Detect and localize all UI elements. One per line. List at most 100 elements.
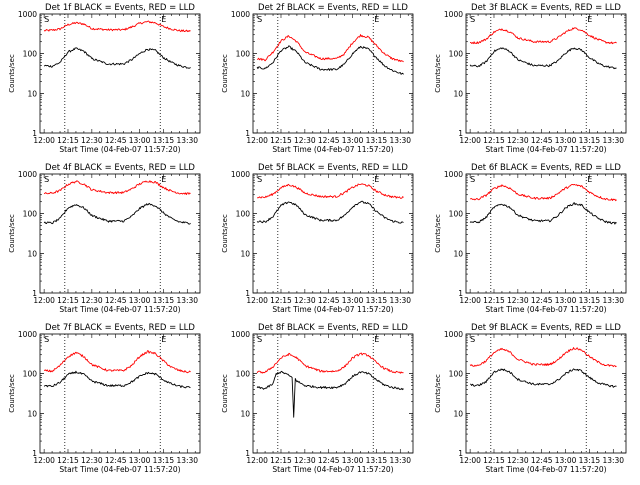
- y-tick-label: 100: [449, 370, 464, 379]
- y-tick-label: 1000: [18, 330, 37, 339]
- plot-frame: [465, 173, 627, 294]
- y-tick-label: 1: [245, 449, 250, 458]
- x-axis-label: Start Time (04-Feb-07 11:57:20): [485, 145, 606, 154]
- y-tick-label: 10: [453, 409, 463, 418]
- y-tick-label: 1: [458, 129, 463, 138]
- x-tick-label: 12:45: [531, 296, 553, 305]
- x-tick-label: 12:45: [531, 136, 553, 145]
- x-tick-label: 12:45: [105, 136, 127, 145]
- series-events-line: [256, 45, 404, 75]
- x-tick-label: 12:15: [270, 456, 292, 465]
- x-tick-label: 12:00: [33, 456, 55, 465]
- x-tick-label: 13:30: [602, 136, 624, 145]
- chart-panel-4: Det 4f BLACK = Events, RED = LLD 1 10 100 10…: [8, 163, 201, 314]
- y-tick-label: 10: [240, 409, 250, 418]
- y-tick-label: 100: [449, 210, 464, 219]
- x-tick-label: 12:45: [318, 456, 340, 465]
- series-events-line: [43, 47, 191, 69]
- x-axis-label: Start Time (04-Feb-07 11:57:20): [272, 305, 393, 314]
- plot-frame: [39, 333, 201, 454]
- y-tick-label: 10: [240, 249, 250, 258]
- y-axis-label: Counts/sec: [221, 374, 229, 413]
- y-tick-label: 1000: [444, 10, 463, 19]
- y-tick-label: 1: [245, 129, 250, 138]
- chart-title: Det 1f BLACK = Events, RED = LLD: [45, 3, 195, 13]
- x-tick-label: 12:30: [507, 296, 529, 305]
- y-axis-label: Counts/sec: [434, 374, 442, 413]
- y-axis-label: Counts/sec: [434, 214, 442, 253]
- y-tick-label: 1: [32, 129, 37, 138]
- x-tick-label: 12:30: [294, 296, 316, 305]
- end-marker: E: [374, 335, 379, 344]
- x-tick-label: 12:45: [531, 456, 553, 465]
- y-axis-label: Counts/sec: [8, 374, 16, 413]
- end-marker: E: [587, 335, 592, 344]
- x-tick-label: 12:15: [483, 136, 505, 145]
- x-tick-label: 12:15: [57, 296, 79, 305]
- start-marker: S: [44, 175, 49, 184]
- end-marker: E: [161, 15, 166, 24]
- x-tick-label: 13:15: [153, 296, 175, 305]
- end-marker: E: [587, 15, 592, 24]
- series-events-line: [469, 47, 617, 70]
- series-events-line: [256, 200, 404, 224]
- chart-title: Det 8f BLACK = Events, RED = LLD: [258, 323, 408, 333]
- y-tick-label: 1000: [231, 170, 250, 179]
- plot-frame: [465, 13, 627, 134]
- x-tick-label: 12:45: [105, 456, 127, 465]
- x-tick-label: 13:30: [176, 136, 198, 145]
- y-tick-label: 1: [32, 289, 37, 298]
- y-tick-label: 1000: [231, 10, 250, 19]
- end-marker: E: [374, 175, 379, 184]
- x-axis-label: Start Time (04-Feb-07 11:57:20): [272, 145, 393, 154]
- series-lld-line: [470, 27, 617, 45]
- x-tick-label: 12:45: [105, 296, 127, 305]
- y-axis-label: Counts/sec: [221, 214, 229, 253]
- x-tick-label: 13:15: [153, 136, 175, 145]
- series-events-line: [470, 368, 617, 388]
- series-lld-line: [256, 183, 404, 199]
- x-tick-label: 13:30: [389, 136, 411, 145]
- end-marker: E: [161, 335, 166, 344]
- y-tick-label: 10: [27, 89, 37, 98]
- y-tick-label: 1: [458, 289, 463, 298]
- x-tick-label: 12:00: [459, 456, 481, 465]
- chart-panel-1: Det 1f BLACK = Events, RED = LLD 1 10 100 10…: [8, 3, 201, 154]
- x-tick-label: 13:30: [176, 456, 198, 465]
- x-tick-label: 12:45: [318, 136, 340, 145]
- x-tick-label: 12:00: [459, 136, 481, 145]
- x-tick-label: 13:00: [129, 296, 151, 305]
- end-marker: E: [587, 175, 592, 184]
- x-tick-label: 13:30: [389, 456, 411, 465]
- y-tick-label: 10: [27, 409, 37, 418]
- start-marker: S: [257, 335, 262, 344]
- x-axis-label: Start Time (04-Feb-07 11:57:20): [485, 465, 606, 474]
- y-axis-label: Counts/sec: [434, 54, 442, 93]
- chart-title: Det 3f BLACK = Events, RED = LLD: [471, 3, 621, 13]
- y-tick-label: 1: [32, 449, 37, 458]
- chart-panel-6: Det 6f BLACK = Events, RED = LLD 1 10 100 10…: [434, 163, 627, 314]
- y-tick-label: 10: [453, 89, 463, 98]
- series-events-line: [43, 370, 191, 389]
- series-lld-line: [469, 183, 617, 202]
- y-tick-label: 100: [236, 50, 251, 59]
- y-tick-label: 100: [236, 370, 251, 379]
- x-tick-label: 12:15: [270, 136, 292, 145]
- chart-panel-5: Det 5f BLACK = Events, RED = LLD 1 10 100 10…: [221, 163, 414, 314]
- start-marker: S: [470, 335, 475, 344]
- x-tick-label: 12:00: [33, 296, 55, 305]
- y-tick-label: 10: [27, 249, 37, 258]
- x-tick-label: 12:30: [507, 456, 529, 465]
- x-tick-label: 13:15: [366, 136, 388, 145]
- plot-frame: [39, 173, 201, 294]
- start-marker: S: [470, 15, 475, 24]
- x-tick-label: 12:00: [33, 136, 55, 145]
- x-tick-label: 12:30: [81, 456, 103, 465]
- series-lld-line: [43, 350, 191, 374]
- x-tick-label: 12:15: [57, 136, 79, 145]
- plot-frame: [252, 333, 414, 454]
- x-tick-label: 13:00: [555, 136, 577, 145]
- x-tick-label: 12:30: [294, 456, 316, 465]
- series-lld-line: [256, 352, 404, 374]
